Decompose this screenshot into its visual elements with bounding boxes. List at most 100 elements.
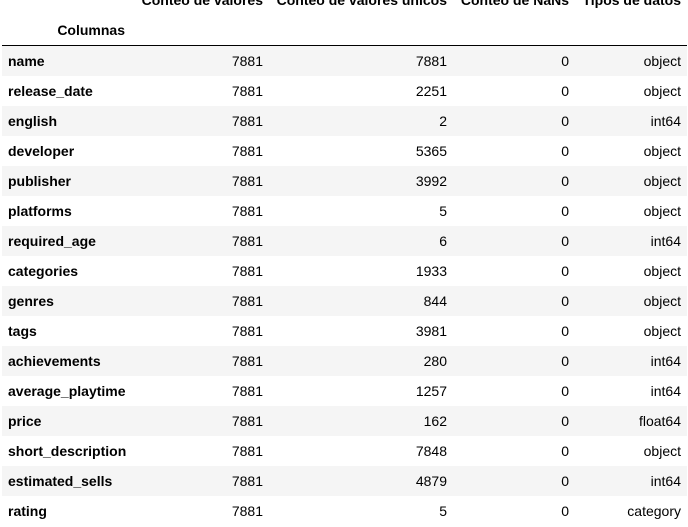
table-row: estimated_sells 7881 4879 0 int64 <box>2 465 687 496</box>
cell-unique: 162 <box>423 412 447 429</box>
cell-dtype: object <box>643 442 681 459</box>
row-label: price <box>8 412 42 429</box>
cell-unique: 2 <box>439 112 447 129</box>
row-label: release_date <box>8 82 93 99</box>
cell-unique: 5365 <box>415 142 447 159</box>
cell-unique: 3992 <box>415 172 447 189</box>
row-label: name <box>8 52 45 69</box>
row-label: publisher <box>8 172 72 189</box>
cell-nans: 0 <box>561 202 569 219</box>
cell-count: 7881 <box>231 322 263 339</box>
cell-count: 7881 <box>231 502 263 519</box>
table-body: name 7881 7881 0 object release_date 7881 2251 0… <box>2 45 687 526</box>
cell-count: 7881 <box>231 442 263 459</box>
cell-dtype: category <box>627 502 681 519</box>
cell-unique: 3981 <box>415 322 447 339</box>
cell-unique: 844 <box>423 292 447 309</box>
table-row: name 7881 7881 0 object <box>2 45 687 76</box>
row-label: estimated_sells <box>8 472 113 489</box>
cell-dtype: object <box>643 292 681 309</box>
cell-dtype: object <box>643 52 681 69</box>
cell-dtype: object <box>643 142 681 159</box>
row-label: categories <box>8 262 79 279</box>
table-row: tags 7881 3981 0 object <box>2 315 687 346</box>
table-row: developer 7881 5365 0 object <box>2 135 687 166</box>
cell-count: 7881 <box>231 292 263 309</box>
column-header: Conteo de valores únicos <box>276 0 447 8</box>
cell-dtype: float64 <box>638 412 681 429</box>
cell-count: 7881 <box>231 202 263 219</box>
cell-nans: 0 <box>561 262 569 279</box>
cell-dtype: object <box>643 322 681 339</box>
cell-nans: 0 <box>561 82 569 99</box>
table-row: publisher 7881 3992 0 object <box>2 165 687 196</box>
cell-unique: 280 <box>423 352 447 369</box>
column-header: Tipos de datos <box>582 0 681 8</box>
table-row: english 7881 2 0 int64 <box>2 105 687 136</box>
cell-nans: 0 <box>561 112 569 129</box>
cell-nans: 0 <box>561 382 569 399</box>
cell-count: 7881 <box>231 412 263 429</box>
table-row: required_age 7881 6 0 int64 <box>2 225 687 256</box>
cell-count: 7881 <box>231 82 263 99</box>
cell-nans: 0 <box>561 52 569 69</box>
table-row: achievements 7881 280 0 int64 <box>2 345 687 376</box>
table-row: short_description 7881 7848 0 object <box>2 435 687 466</box>
cell-count: 7881 <box>231 232 263 249</box>
cell-count: 7881 <box>231 52 263 69</box>
cell-unique: 4879 <box>415 472 447 489</box>
table-row: average_playtime 7881 1257 0 int64 <box>2 375 687 406</box>
cell-dtype: int64 <box>650 112 681 129</box>
row-label: rating <box>8 502 47 519</box>
row-label: genres <box>8 292 54 309</box>
column-header-row: Conteo de valores Conteo de valores únic… <box>2 0 687 15</box>
table-row: genres 7881 844 0 object <box>2 285 687 316</box>
table-row: price 7881 162 0 float64 <box>2 405 687 436</box>
cell-unique: 1257 <box>415 382 447 399</box>
cell-dtype: object <box>643 262 681 279</box>
row-label: average_playtime <box>8 382 126 399</box>
cell-unique: 1933 <box>415 262 447 279</box>
column-header: Conteo de valores <box>141 0 263 8</box>
cell-dtype: object <box>643 202 681 219</box>
header-corner <box>2 0 131 8</box>
cell-dtype: int64 <box>650 472 681 489</box>
cell-nans: 0 <box>561 292 569 309</box>
index-name: Columnas <box>2 15 131 46</box>
row-label: platforms <box>8 202 72 219</box>
row-label: developer <box>8 142 75 159</box>
cell-dtype: object <box>643 172 681 189</box>
cell-count: 7881 <box>231 352 263 369</box>
cell-unique: 5 <box>439 202 447 219</box>
cell-nans: 0 <box>561 142 569 159</box>
cell-unique: 2251 <box>415 82 447 99</box>
column-header: Conteo de NaNs <box>460 0 569 8</box>
cell-count: 7881 <box>231 382 263 399</box>
cell-unique: 7881 <box>415 52 447 69</box>
cell-count: 7881 <box>231 112 263 129</box>
cell-dtype: object <box>643 82 681 99</box>
index-name-row: Columnas <box>2 15 687 46</box>
table-row: categories 7881 1933 0 object <box>2 255 687 286</box>
row-label: english <box>8 112 58 129</box>
cell-count: 7881 <box>231 472 263 489</box>
cell-count: 7881 <box>231 142 263 159</box>
row-label: tags <box>8 322 37 339</box>
table-row: release_date 7881 2251 0 object <box>2 75 687 106</box>
cell-dtype: int64 <box>650 382 681 399</box>
table-row: rating 7881 5 0 category <box>2 495 687 526</box>
cell-nans: 0 <box>561 232 569 249</box>
cell-nans: 0 <box>561 502 569 519</box>
cell-dtype: int64 <box>650 232 681 249</box>
cell-nans: 0 <box>561 352 569 369</box>
table-row: platforms 7881 5 0 object <box>2 195 687 226</box>
cell-unique: 7848 <box>415 442 447 459</box>
cell-count: 7881 <box>231 172 263 189</box>
row-label: required_age <box>8 232 96 249</box>
cell-nans: 0 <box>561 412 569 429</box>
cell-nans: 0 <box>561 172 569 189</box>
cell-unique: 6 <box>439 232 447 249</box>
cell-dtype: int64 <box>650 352 681 369</box>
cell-count: 7881 <box>231 262 263 279</box>
